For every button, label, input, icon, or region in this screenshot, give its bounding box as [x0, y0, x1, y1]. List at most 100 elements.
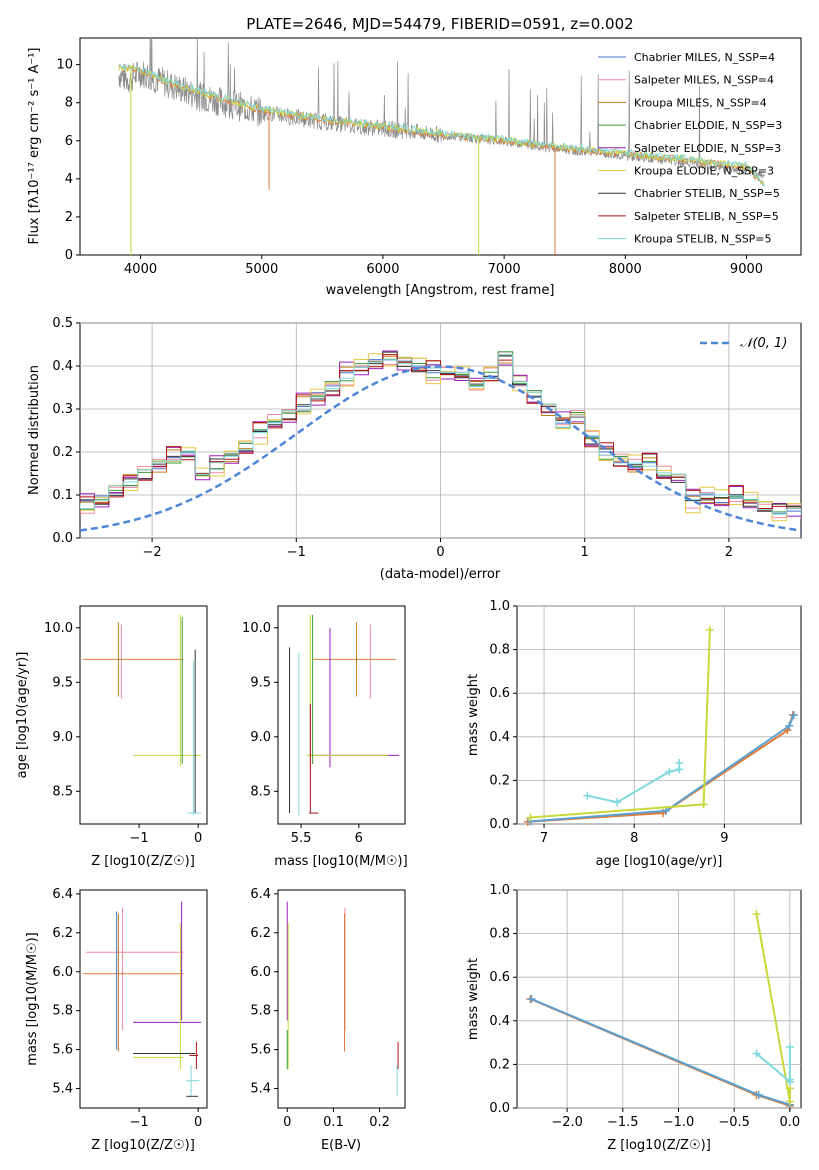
- mass-age-data: [289, 614, 400, 816]
- y-tick-label: 9.5: [250, 675, 271, 690]
- x-tick-label: 2: [725, 545, 733, 560]
- z-weight-grid: [517, 889, 801, 1109]
- x-tick-label: 6: [355, 831, 363, 846]
- ebv-mass-panel: 0 0.1 0.2 5.4 5.6 5.8 6.0 6.2 6.4 E(B-V): [250, 887, 406, 1153]
- spectrum-data: [118, 38, 765, 255]
- y-tick-label: 9.5: [52, 675, 73, 690]
- weight-point-marker: [699, 800, 708, 809]
- weight-point-marker: [785, 1042, 794, 1051]
- y-tick-label: 5.6: [250, 1043, 271, 1058]
- y-tick-label: 10.0: [44, 621, 73, 636]
- weight-point-marker: [675, 758, 684, 767]
- y-tick-label: 6.4: [52, 887, 73, 902]
- spectrum-legend: Chabrier MILES, N_SSP=4 Salpeter MILES, N…: [598, 51, 782, 246]
- y-tick-label: 5.4: [250, 1082, 271, 1097]
- x-tick-label: −1: [129, 831, 148, 846]
- weight-series-line: [530, 714, 795, 823]
- x-tick-label: −2.0: [551, 1115, 583, 1130]
- y-tick-label: 0.2: [489, 773, 510, 788]
- y-tick-label: 0.3: [52, 402, 73, 417]
- y-tick-label: 0.2: [489, 1057, 510, 1072]
- legend-label: Kroupa MILES, N_SSP=4: [634, 96, 767, 109]
- spectrum-panel: PLATE=2646, MJD=54479, FIBERID=0591, z=0…: [27, 15, 802, 298]
- age-weight-data: [523, 625, 798, 826]
- spectrum-ticks: 4000 5000 6000 7000 8000 9000 0 2 4 6 8 10: [56, 58, 763, 277]
- spectrum-title: PLATE=2646, MJD=54479, FIBERID=0591, z=0…: [246, 15, 633, 33]
- x-tick-label: −1: [287, 545, 306, 560]
- weight-point-marker: [789, 711, 798, 719]
- age-weight-frame: [516, 605, 802, 825]
- ebv-mass-data: [286, 901, 399, 1097]
- z-weight-xlabel: Z [log10(Z/Z☉)]: [607, 1138, 711, 1153]
- y-tick-label: 0.5: [52, 316, 73, 331]
- z-age-xlabel: Z [log10(Z/Z☉)]: [91, 854, 195, 869]
- z-weight-panel: −2.0 −1.5 −1.0 −0.5 0.0 0.0 0.2 0.4 0.6 0.8 1.0 Z …: [466, 883, 802, 1153]
- mass-age-frame: [277, 605, 406, 825]
- legend-label: Chabrier MILES, N_SSP=4: [634, 51, 775, 64]
- y-tick-label: 6.0: [52, 965, 73, 980]
- x-tick-label: 4000: [124, 262, 157, 277]
- residual-ylabel: Normed distribution: [27, 365, 42, 495]
- z-weight-ylabel: mass weight: [466, 958, 481, 1040]
- x-tick-label: 0.0: [780, 1115, 801, 1130]
- y-tick-label: 6.2: [52, 926, 73, 941]
- y-tick-label: 5.8: [250, 1004, 271, 1019]
- x-tick-label: 0: [436, 545, 444, 560]
- y-tick-label: 5.6: [52, 1043, 73, 1058]
- z-mass-frame: [79, 889, 208, 1109]
- residual-panel: −2 −1 0 1 2 0.0 0.1 0.2 0.3 0.4 0.5 (data-model)/e…: [27, 316, 802, 582]
- x-tick-label: 7000: [488, 262, 521, 277]
- x-tick-label: 0: [194, 1115, 202, 1130]
- spectrum-ylabel: Flux [fλ10⁻¹⁷ erg cm⁻² s⁻¹ A⁻¹]: [27, 48, 42, 245]
- x-tick-label: 0.2: [369, 1115, 390, 1130]
- ebv-mass-ticks: 0 0.1 0.2 5.4 5.6 5.8 6.0 6.2 6.4: [250, 887, 390, 1130]
- weight-point-marker: [785, 1075, 794, 1084]
- x-tick-label: 0: [283, 1115, 291, 1130]
- normal-curve: [80, 365, 801, 532]
- residual-histogram: [80, 354, 801, 515]
- y-tick-label: 6.2: [250, 926, 271, 941]
- weight-point-marker: [752, 909, 761, 918]
- y-tick-label: 9.0: [250, 730, 271, 745]
- y-tick-label: 0.4: [489, 730, 510, 745]
- spectrum-frame: [79, 37, 802, 256]
- z-mass-panel: −1 0 5.4 5.6 5.8 6.0 6.2 6.4 Z [log10(Z/Z☉)] ma…: [25, 887, 208, 1153]
- legend-label: Salpeter MILES, N_SSP=4: [634, 74, 774, 87]
- legend-label: Salpeter STELIB, N_SSP=5: [634, 210, 779, 223]
- y-tick-label: 8.5: [52, 784, 73, 799]
- y-tick-label: 2: [65, 210, 73, 225]
- ebv-mass-frame: [277, 889, 406, 1109]
- x-tick-label: 6000: [366, 262, 399, 277]
- x-tick-label: −1.5: [607, 1115, 639, 1130]
- mass-age-panel: 5.5 6 8.5 9.0 9.5 10.0 mass [log10(M/M☉)]: [242, 605, 408, 869]
- x-tick-label: 5000: [245, 262, 278, 277]
- y-tick-label: 0.6: [489, 970, 510, 985]
- y-tick-label: 8.5: [250, 784, 271, 799]
- y-tick-label: 1.0: [489, 883, 510, 898]
- spectrum-xlabel: wavelength [Angstrom, rest frame]: [326, 283, 555, 298]
- residual-plot-area: [80, 350, 801, 532]
- age-weight-panel: 7 8 9 0.0 0.2 0.4 0.6 0.8 1.0 age [log10(age/yr)…: [466, 599, 802, 869]
- weight-point-marker: [526, 813, 535, 822]
- y-tick-label: 9.0: [52, 730, 73, 745]
- y-tick-label: 0: [65, 248, 73, 263]
- residual-xlabel: (data-model)/error: [380, 567, 501, 582]
- weight-point-marker: [665, 767, 674, 776]
- age-weight-ylabel: mass weight: [466, 674, 481, 756]
- residual-data: [80, 350, 801, 532]
- x-tick-label: 0.1: [323, 1115, 344, 1130]
- y-tick-label: 0.8: [489, 927, 510, 942]
- x-tick-label: 8000: [609, 262, 642, 277]
- age-weight-ticks: 7 8 9 0.0 0.2 0.4 0.6 0.8 1.0: [489, 599, 728, 846]
- x-tick-label: 9000: [730, 262, 763, 277]
- x-tick-label: 7: [540, 831, 548, 846]
- normal-legend-label: 𝒩(0, 1): [740, 336, 787, 351]
- legend-label: Chabrier ELODIE, N_SSP=3: [634, 119, 782, 132]
- y-tick-label: 4: [65, 172, 73, 187]
- model-spectrum-line: [118, 65, 765, 185]
- y-tick-label: 0.4: [489, 1014, 510, 1029]
- x-tick-label: 9: [720, 831, 728, 846]
- x-tick-label: 5.5: [291, 831, 312, 846]
- z-weight-data: [526, 909, 794, 1110]
- z-weight-ticks: −2.0 −1.5 −1.0 −0.5 0.0 0.0 0.2 0.4 0.6 0.8 1.0: [489, 883, 800, 1130]
